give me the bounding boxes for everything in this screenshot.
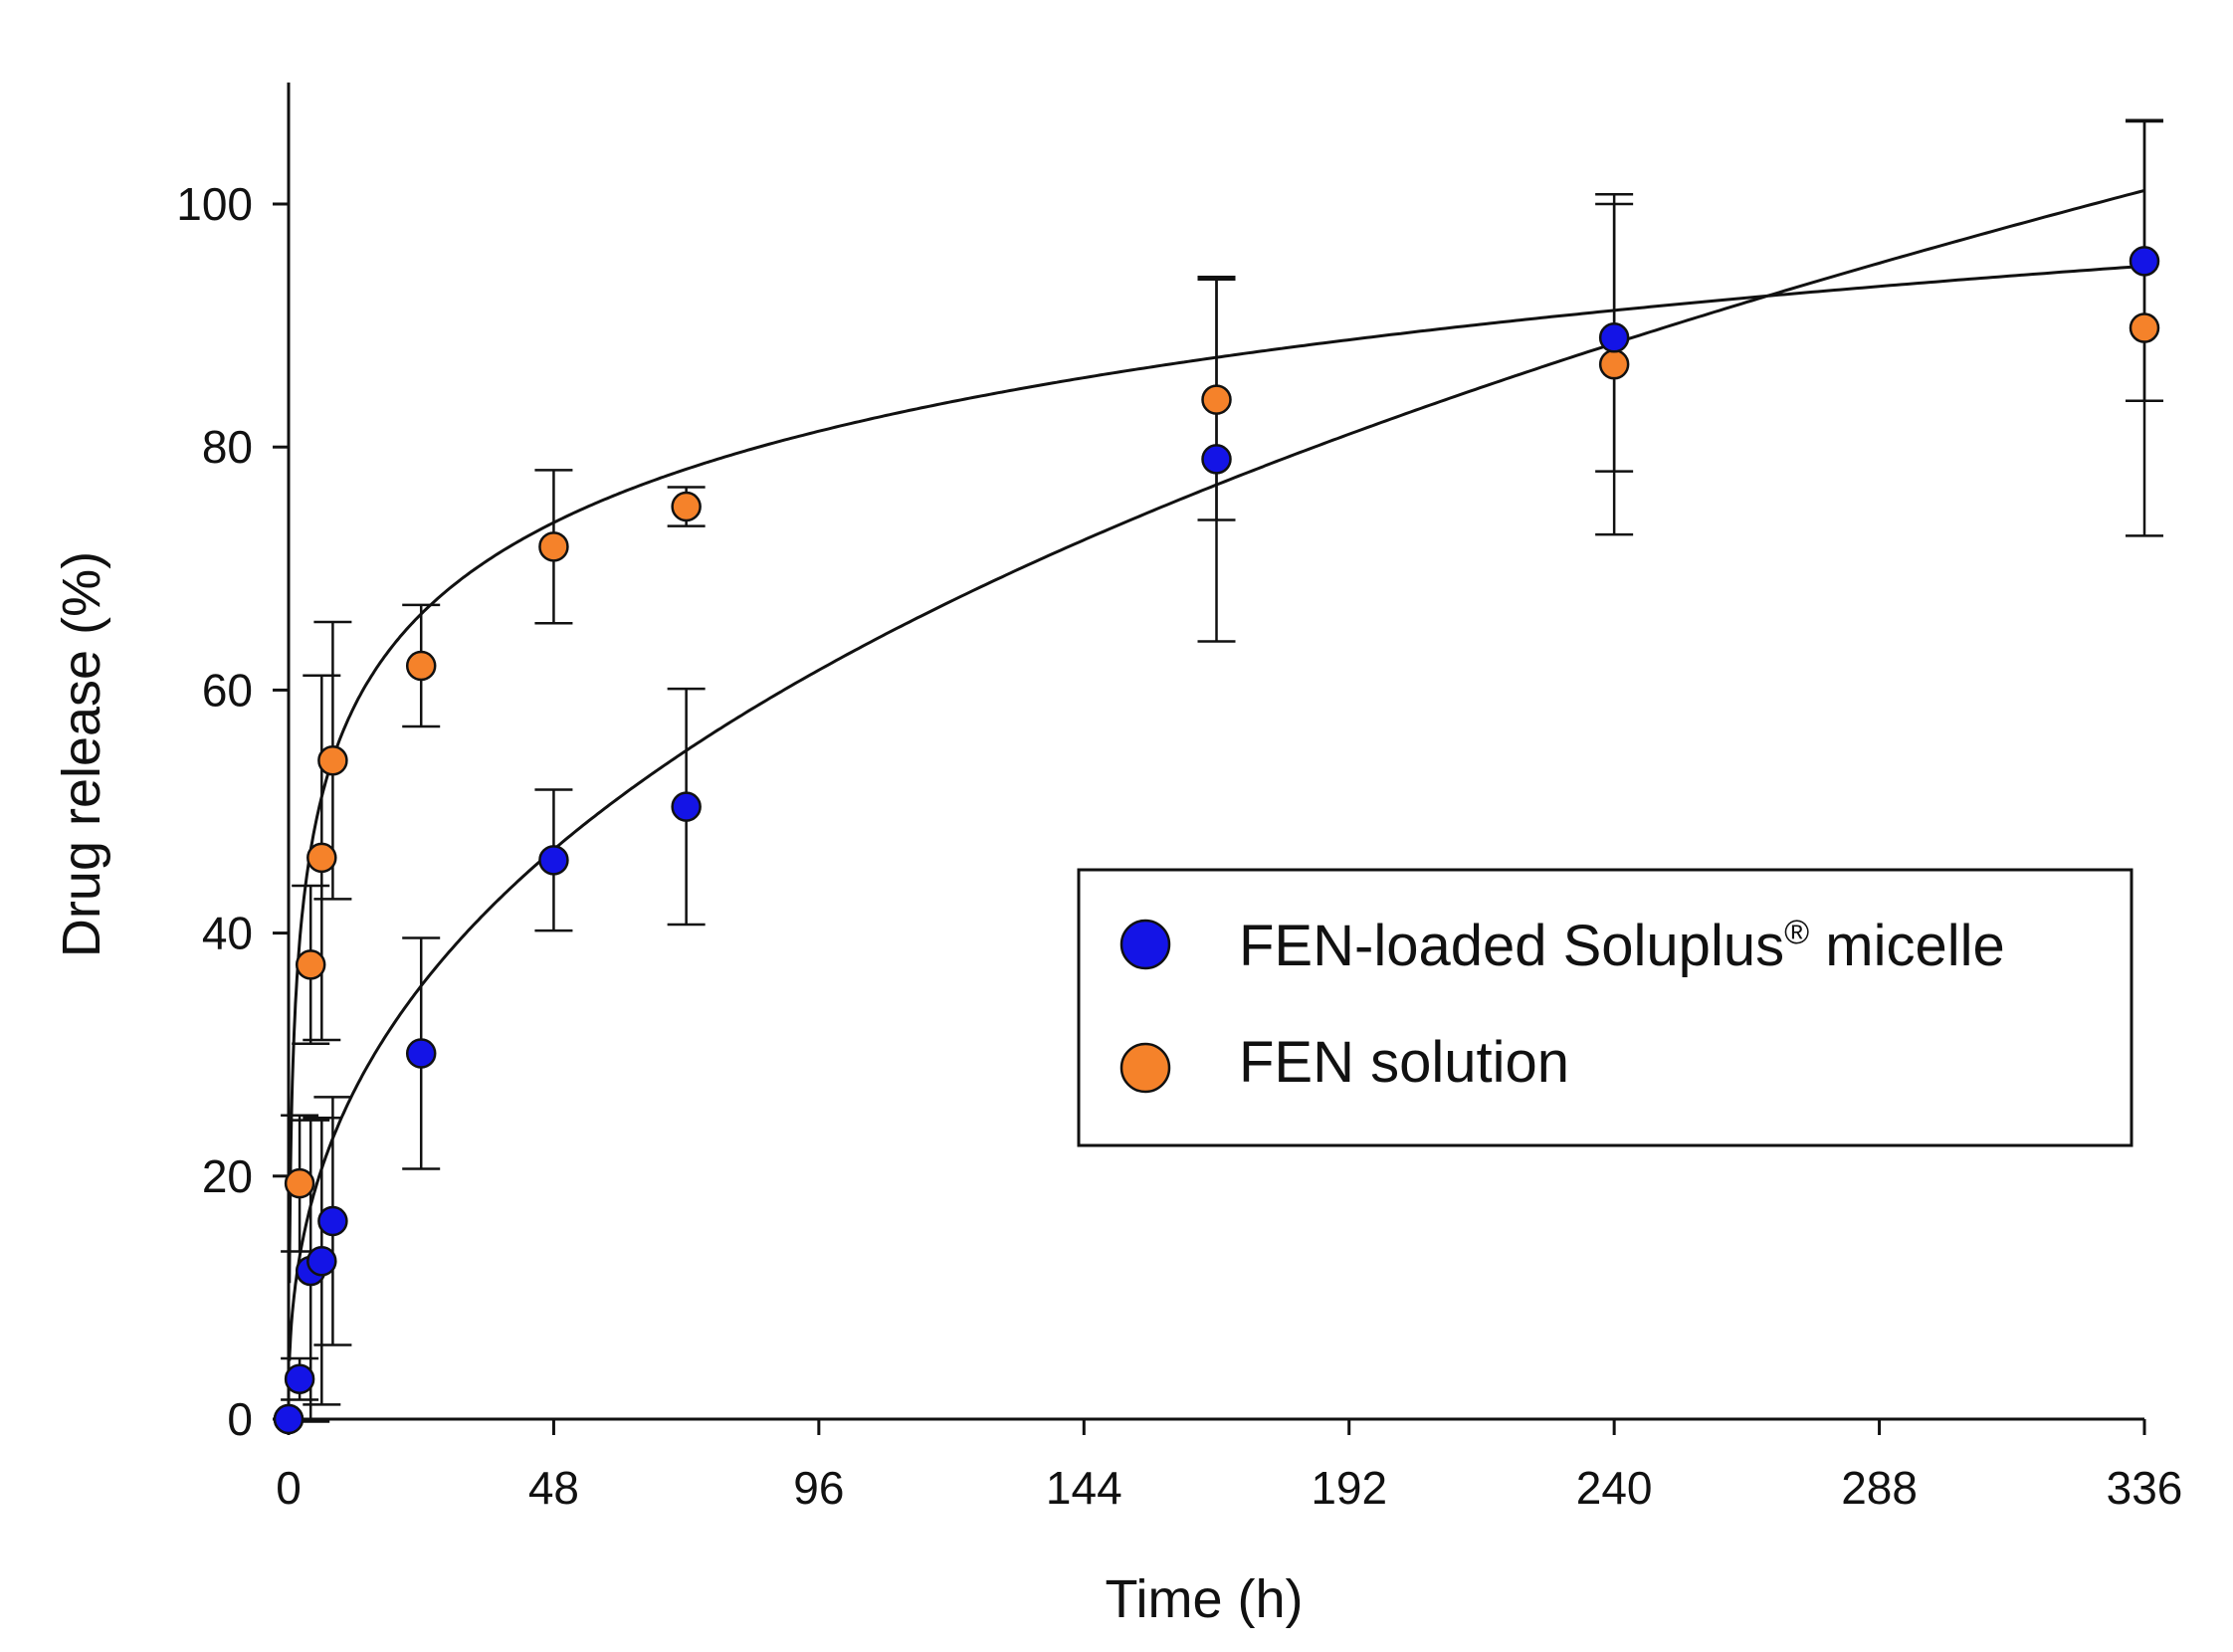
- data-point-solution: [405, 650, 437, 682]
- legend-label-micelle-name: FEN-loaded Soluplus: [1239, 914, 1784, 978]
- fit-curve-0: [288, 188, 2145, 1361]
- y-tick-label: 0: [227, 1393, 253, 1445]
- y-tick-label: 100: [176, 178, 253, 230]
- legend-label-solution: FEN solution: [1239, 1030, 1569, 1095]
- data-point-solution: [1598, 348, 1630, 380]
- x-tick-label: 192: [1311, 1462, 1387, 1514]
- y-tick-label: 80: [202, 421, 253, 473]
- legend-box: [1077, 868, 2133, 1147]
- y-tick-label: 60: [202, 664, 253, 716]
- data-point-solution: [306, 842, 337, 874]
- y-tick-label: 40: [202, 908, 253, 959]
- legend-marker-micelle: [1119, 919, 1171, 970]
- x-tick-label: 0: [276, 1462, 302, 1514]
- data-point-micelle: [405, 1038, 437, 1069]
- legend-label-micelle: FEN-loaded Soluplus® micelle: [1239, 914, 2005, 978]
- data-point-micelle: [2129, 246, 2160, 277]
- x-axis-title: Time (h): [1106, 1569, 1304, 1629]
- data-point-solution: [317, 744, 348, 776]
- x-tick-label: 288: [1841, 1462, 1918, 1514]
- data-point-micelle: [284, 1363, 315, 1394]
- y-axis-title: Drug release (%): [52, 551, 111, 957]
- data-point-solution: [2129, 312, 2160, 343]
- data-point-solution: [284, 1167, 315, 1199]
- y-tick-label: 20: [202, 1150, 253, 1202]
- data-point-micelle: [306, 1246, 337, 1277]
- axes: 0 48 96 144 192 240 288 336 0 20 40 60 80 100: [176, 82, 2183, 1514]
- legend: FEN-loaded Soluplus® micelle FEN solutio…: [1077, 868, 2133, 1147]
- data-point-solution: [671, 491, 702, 522]
- data-point-micelle: [538, 845, 569, 876]
- legend-label-micelle-superscript: ®: [1784, 914, 1809, 951]
- legend-marker-solution: [1119, 1042, 1171, 1094]
- x-tick-label: 240: [1576, 1462, 1653, 1514]
- x-tick-label: 96: [793, 1462, 844, 1514]
- fit-curves: [288, 188, 2145, 1361]
- data-point-solution: [1201, 384, 1232, 415]
- data-point-micelle: [273, 1403, 304, 1435]
- data-point-micelle: [671, 791, 702, 822]
- legend-label-micelle-suffix: micelle: [1809, 914, 2005, 978]
- x-tick-label: 336: [2107, 1462, 2183, 1514]
- data-point-micelle: [317, 1205, 348, 1237]
- data-point-micelle: [1201, 444, 1232, 475]
- error-bars: [281, 118, 2163, 1423]
- data-point-micelle: [1598, 322, 1630, 353]
- data-points: [273, 246, 2160, 1435]
- x-tick-label: 48: [528, 1462, 579, 1514]
- fit-curve-1: [288, 264, 2145, 1284]
- x-tick-label: 144: [1046, 1462, 1122, 1514]
- data-point-solution: [295, 949, 326, 980]
- data-point-solution: [538, 531, 569, 562]
